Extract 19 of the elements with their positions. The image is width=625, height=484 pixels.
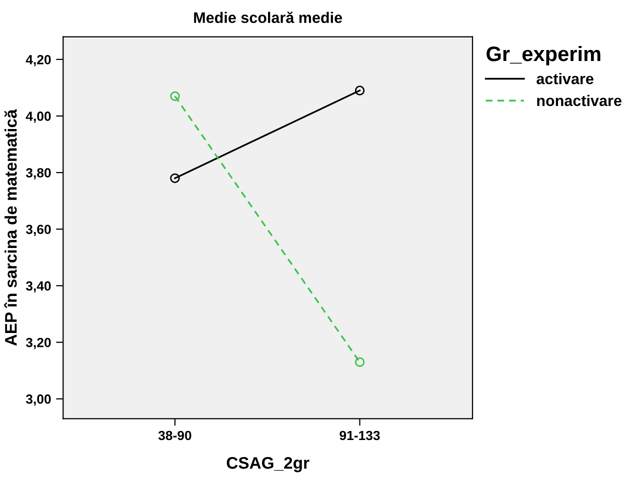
y-tick-label: 3,00 [26,394,51,406]
x-tick-label: 38-90 [158,430,192,440]
y-tick-label: 4,20 [26,54,51,66]
y-tick-label: 3,40 [26,281,51,293]
x-tick-label: 91-133 [340,430,380,440]
point [170,173,180,184]
chart-title: Medie scolară medie [194,12,342,24]
point [354,86,365,96]
y-tick-label: 4,00 [26,112,51,123]
legend-title: Gr_experim [486,46,600,66]
point [354,357,365,367]
y-tick-label: 3,20 [26,338,51,350]
legend-label: activare [536,73,594,84]
x-axis-title: CSAG_2gr [226,457,310,472]
y-axis-title: AEP în sarcina de matematică [4,109,17,346]
point [170,91,180,102]
y-tick-label: 3,60 [26,224,51,236]
legend-label: nonactivare [537,94,622,106]
y-tick-label: 3,80 [26,168,51,180]
